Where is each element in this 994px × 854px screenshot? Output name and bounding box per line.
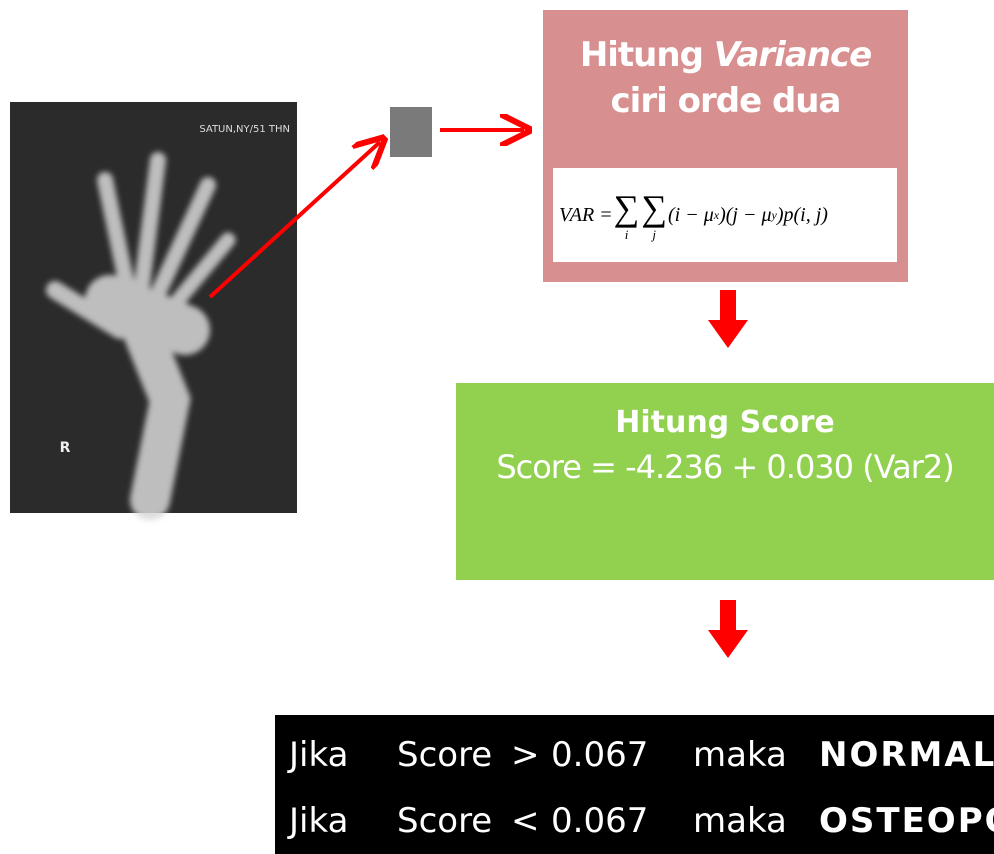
score-formula: Score = -4.236 + 0.030 (Var2) xyxy=(456,448,994,486)
sum-index: i xyxy=(625,228,629,241)
score-box: Hitung Score Score = -4.236 + 0.030 (Var… xyxy=(456,383,994,580)
variance-box: Hitung Variance ciri orde dua VAR = ∑i ∑… xyxy=(543,10,908,282)
term: )(j − μ xyxy=(719,204,771,227)
rule-if: Jika xyxy=(289,735,348,775)
title-italic: Variance xyxy=(714,35,871,75)
sum-sign: ∑ xyxy=(614,190,640,226)
sum: ∑i xyxy=(614,190,640,241)
down-arrow xyxy=(708,290,748,348)
rule-result: NORMAL xyxy=(819,735,994,775)
rule-threshold: 0.067 xyxy=(551,801,648,841)
sum-sign: ∑ xyxy=(641,190,667,226)
formula-lhs: VAR = xyxy=(559,204,613,227)
rule-threshold: 0.067 xyxy=(551,735,648,775)
term: (i − μ xyxy=(668,204,714,227)
rule-op: > xyxy=(511,735,540,775)
down-arrow xyxy=(708,600,748,658)
title: Hitung xyxy=(580,35,703,75)
rules-box: Jika Score > 0.067 maka NORMAL Jika Scor… xyxy=(275,715,994,854)
rule-var: Score xyxy=(397,801,492,841)
term: )p(i, j) xyxy=(777,204,828,227)
subtitle: ciri orde dua xyxy=(543,78,908,124)
roi-patch xyxy=(390,107,432,157)
rule-op: < xyxy=(511,801,540,841)
rule-if: Jika xyxy=(289,801,348,841)
sum-index: j xyxy=(652,228,656,241)
sum: ∑j xyxy=(641,190,667,241)
rule-var: Score xyxy=(397,735,492,775)
rule-then: maka xyxy=(693,735,787,775)
rule-then: maka xyxy=(693,801,787,841)
rule-result: OSTEOPO xyxy=(819,801,994,841)
patient-label: SATUN,NY/51 THN xyxy=(199,124,290,135)
side-marker: R xyxy=(60,440,71,456)
page: SATUN,NY/51 THN R Hitung Variance ciri o… xyxy=(0,0,994,854)
score-title: Hitung Score xyxy=(456,405,994,440)
